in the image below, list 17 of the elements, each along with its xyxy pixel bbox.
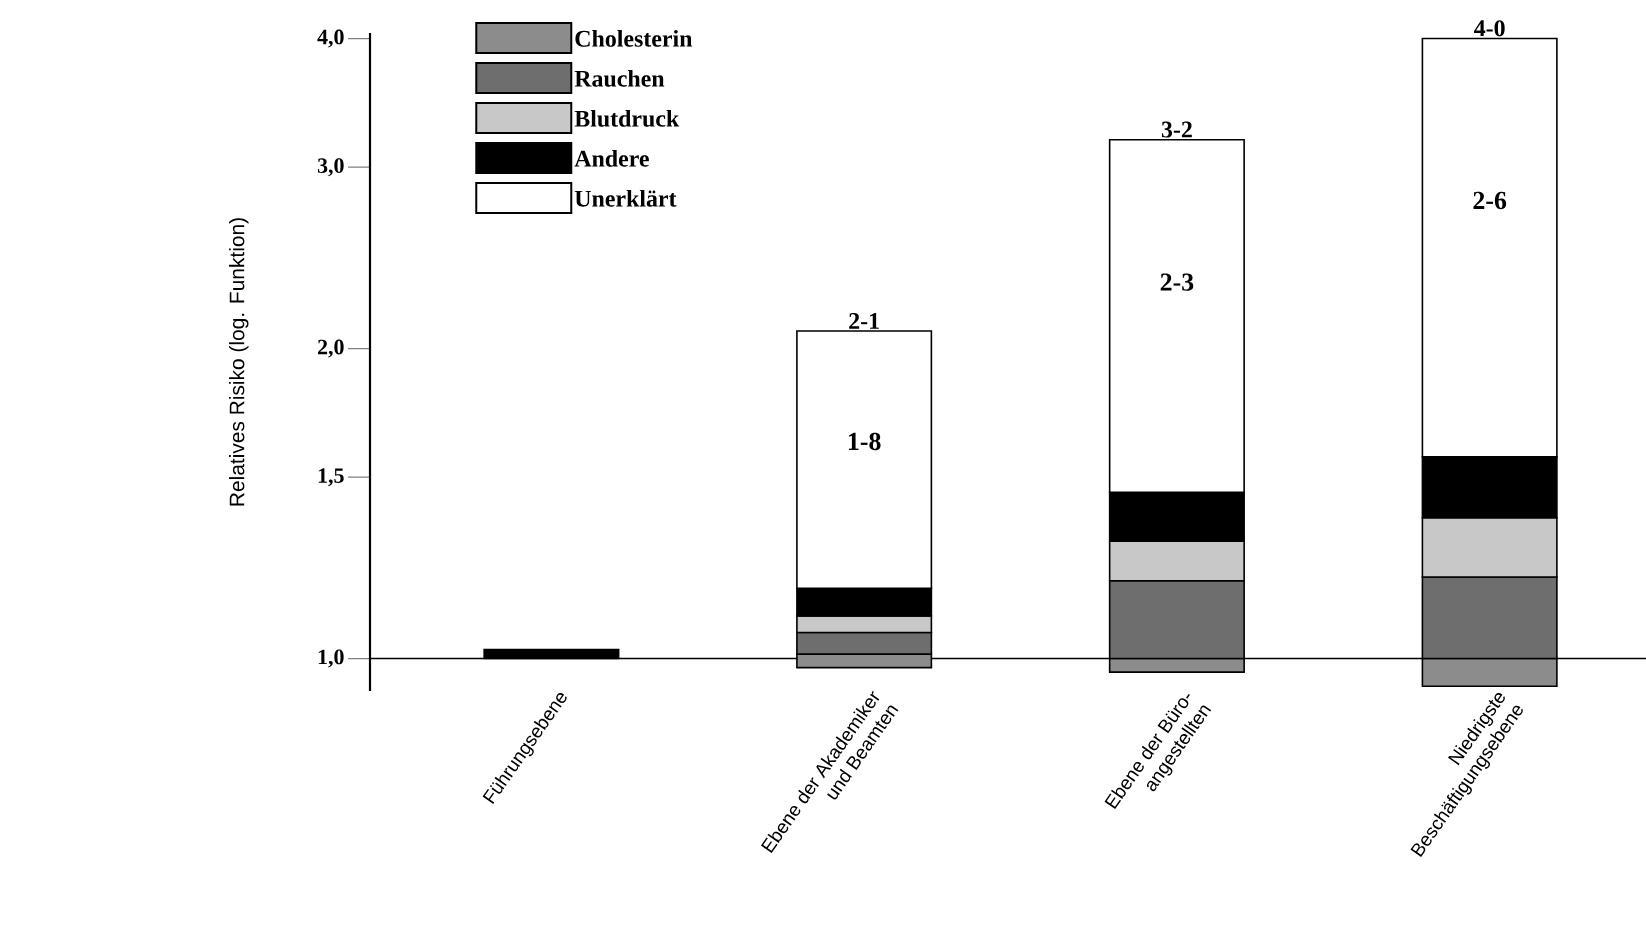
y-tick-label: 1,0 bbox=[318, 649, 344, 668]
y-tick-label: 4,0 bbox=[317, 29, 344, 48]
y-tick-label: 2,0 bbox=[318, 339, 344, 358]
data-label: 2-3 bbox=[1160, 273, 1194, 291]
data-label: 1-8 bbox=[848, 432, 881, 451]
legend-label: Cholesterin bbox=[575, 29, 693, 47]
legend-label: Andere bbox=[574, 149, 649, 167]
legend-label: Unerklärt bbox=[574, 189, 677, 207]
annotation: 2-1 bbox=[849, 312, 879, 329]
legend-label: Blutdruck bbox=[574, 109, 680, 127]
annotation: 4-0 bbox=[1474, 20, 1505, 37]
y-tick-label: 1,5 bbox=[318, 468, 344, 487]
y-tick-label: 3,0 bbox=[317, 158, 344, 177]
legend-label: Rauchen bbox=[574, 69, 665, 87]
y-axis-title: Relatives Risiko (log. Funktion) bbox=[229, 218, 249, 506]
annotation: 3-2 bbox=[1161, 121, 1192, 138]
data-label: 2-6 bbox=[1473, 191, 1507, 210]
